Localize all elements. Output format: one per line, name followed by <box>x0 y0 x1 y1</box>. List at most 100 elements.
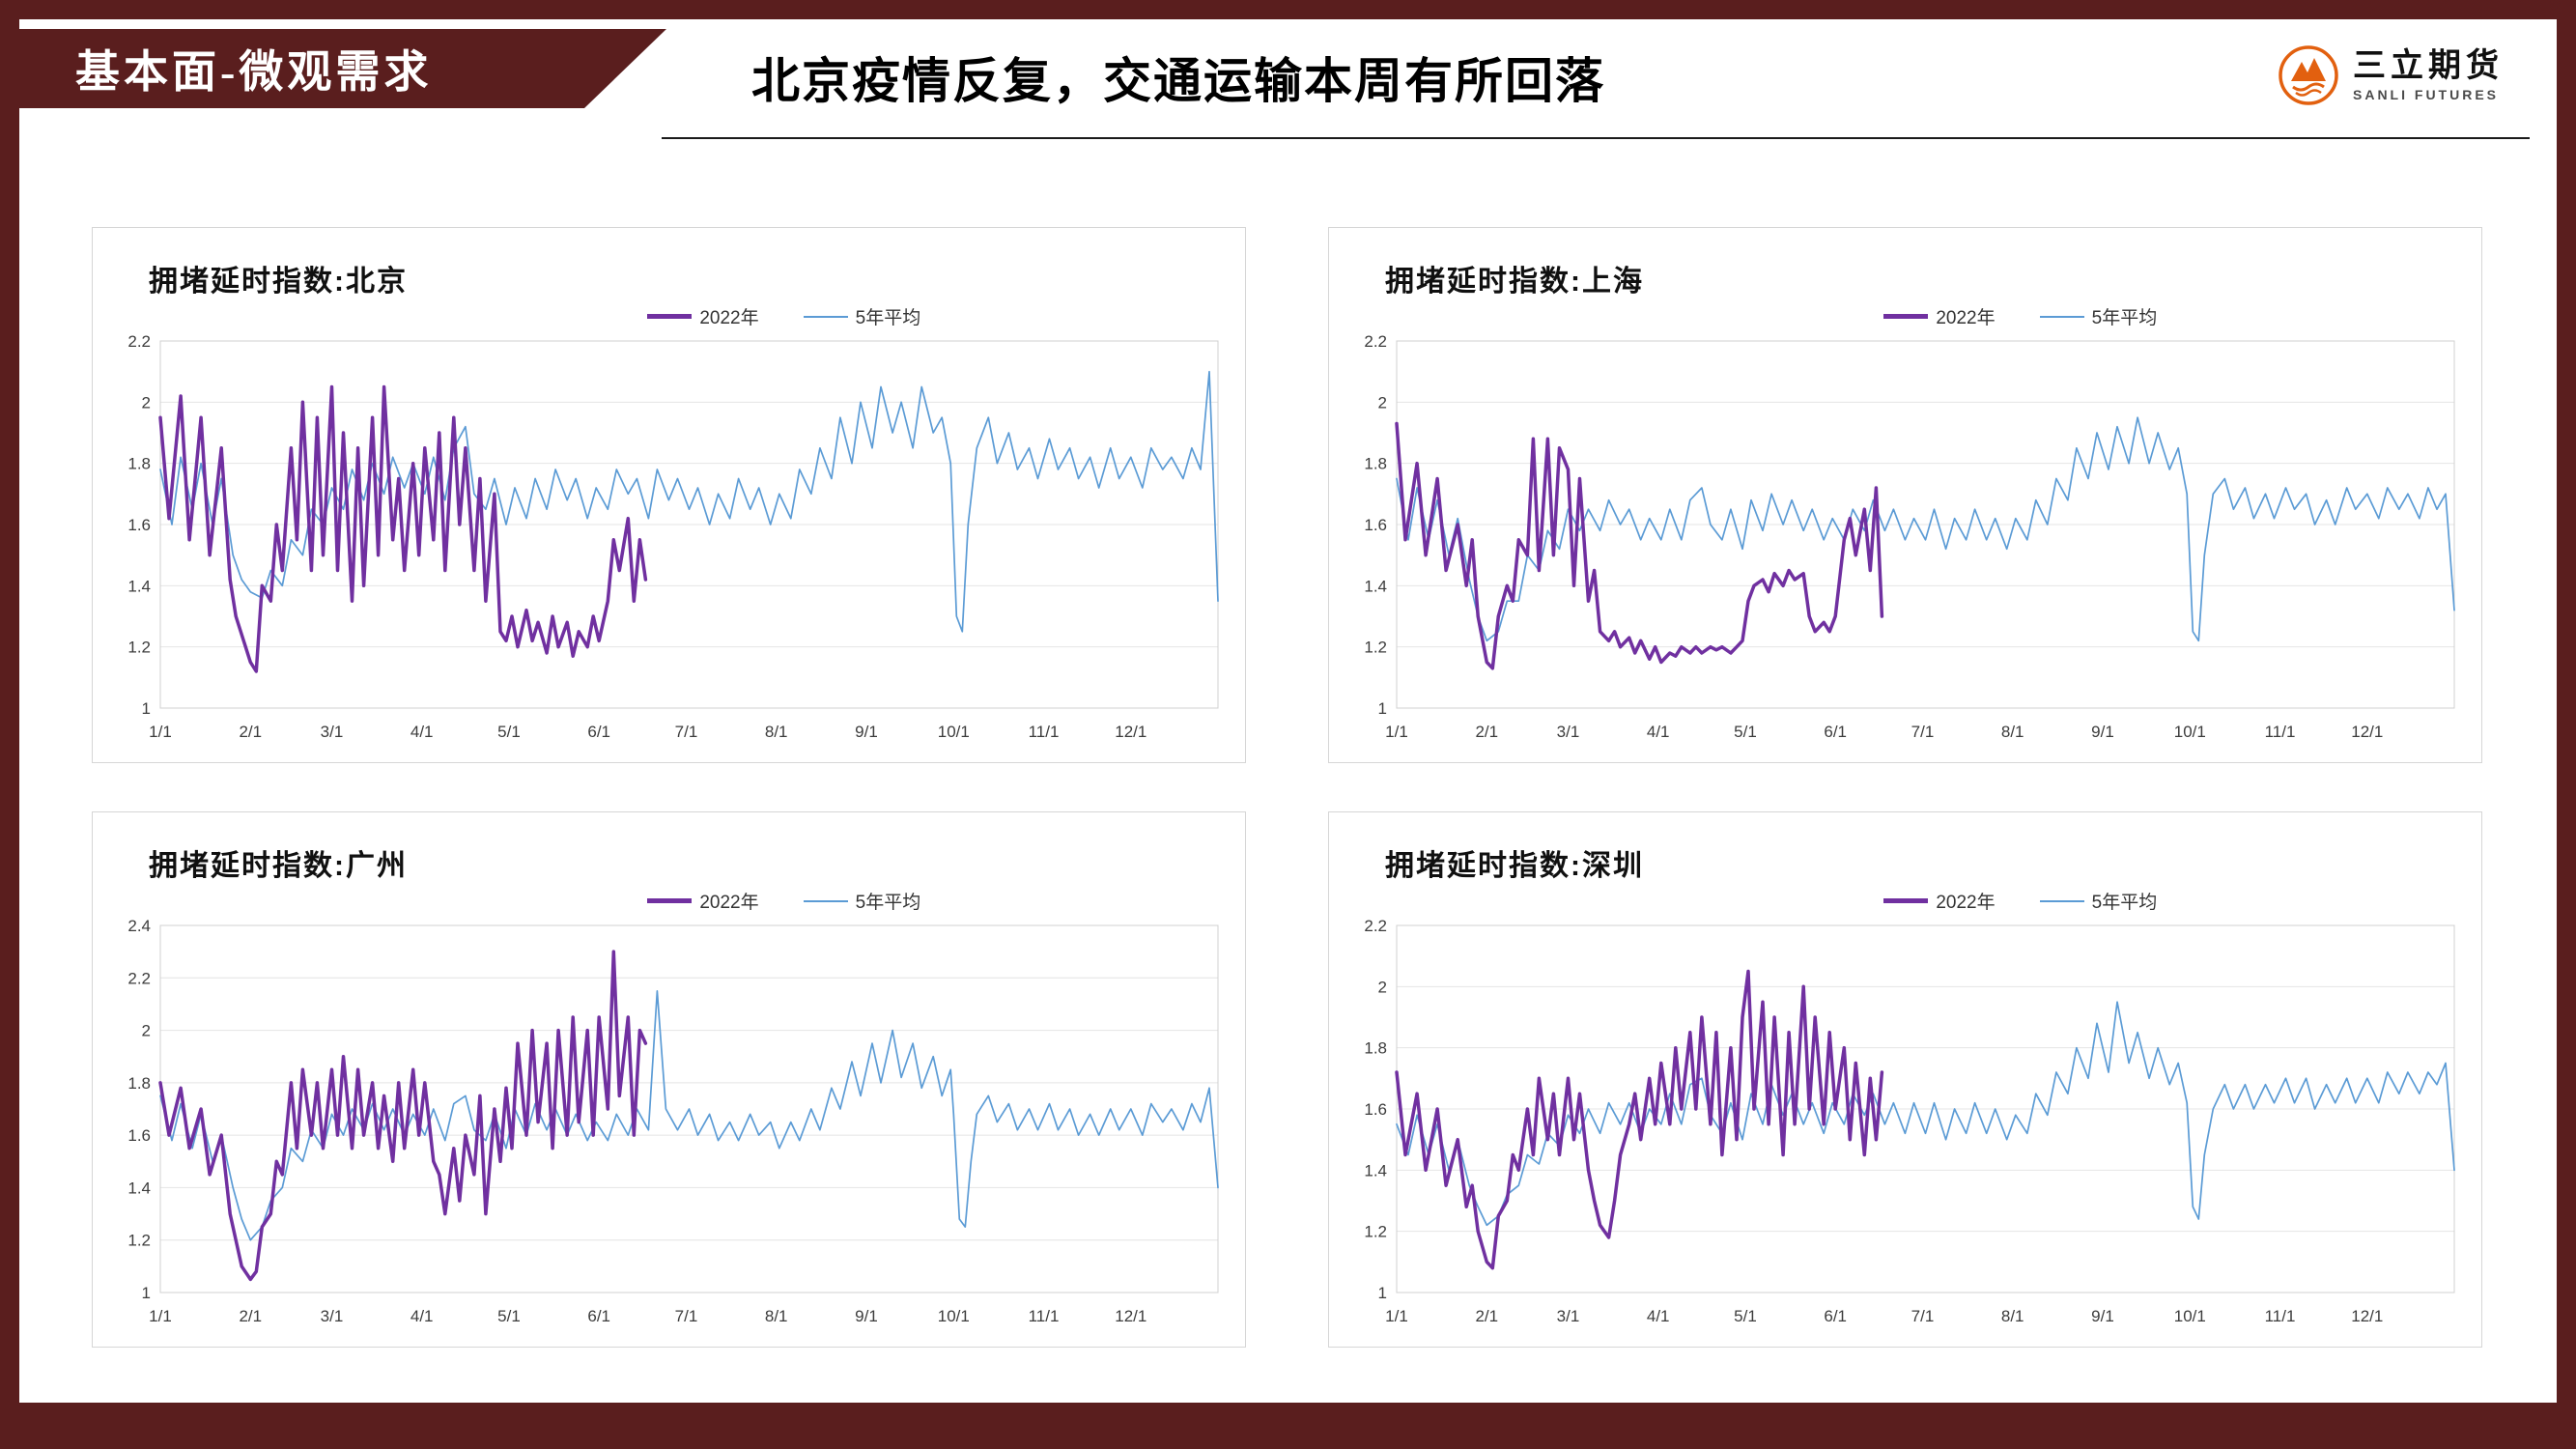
svg-text:6/1: 6/1 <box>587 723 610 741</box>
svg-text:1.2: 1.2 <box>1364 1223 1387 1241</box>
svg-text:10/1: 10/1 <box>2174 1307 2206 1325</box>
svg-text:4/1: 4/1 <box>1647 1307 1670 1325</box>
svg-text:7/1: 7/1 <box>1911 723 1935 741</box>
svg-text:2: 2 <box>142 1022 151 1040</box>
svg-text:12/1: 12/1 <box>2351 723 2383 741</box>
series-5yavg-label: 5年平均 <box>855 308 921 328</box>
svg-text:10/1: 10/1 <box>2174 723 2206 741</box>
svg-text:3/1: 3/1 <box>1557 1307 1580 1325</box>
svg-text:2.2: 2.2 <box>1364 917 1387 935</box>
chart-legend: 2022年 5年平均 <box>324 303 1245 329</box>
series-2022-label: 2022年 <box>1936 893 1996 913</box>
svg-text:6/1: 6/1 <box>587 1307 610 1325</box>
svg-text:5/1: 5/1 <box>497 723 521 741</box>
svg-text:10/1: 10/1 <box>938 723 970 741</box>
svg-text:9/1: 9/1 <box>855 723 878 741</box>
svg-text:2/1: 2/1 <box>1475 1307 1498 1325</box>
svg-text:1.4: 1.4 <box>1364 577 1387 595</box>
chart-svg: 1 1.2 1.4 1.6 1.8 2 2.2 1/1 2/1 3/1 4/1 5/1 6/1 7/1 8/… <box>1364 917 2455 1325</box>
chart-canvas: 1 1.2 1.4 1.6 1.8 2 2.2 1/1 2/1 3/1 4/1 5/1 6/1 7/1 8/… <box>1335 916 2472 1344</box>
svg-text:1.6: 1.6 <box>1364 1100 1387 1119</box>
chart-title: 拥堵延时指数:上海 <box>1385 266 1644 298</box>
svg-text:2/1: 2/1 <box>239 1307 262 1325</box>
svg-text:8/1: 8/1 <box>2001 723 2024 741</box>
svg-text:3/1: 3/1 <box>321 723 344 741</box>
svg-text:1.4: 1.4 <box>127 1179 151 1197</box>
svg-text:1.4: 1.4 <box>127 577 151 595</box>
logo-icon <box>2278 44 2339 106</box>
logo-subtitle: SANLI FUTURES <box>2353 86 2499 102</box>
svg-text:3/1: 3/1 <box>321 1307 344 1325</box>
svg-text:1.8: 1.8 <box>127 455 151 473</box>
svg-text:2.4: 2.4 <box>127 917 151 935</box>
slide-content: 基本面-微观需求 北京疫情反复，交通运输本周有所回落 三立期货 SANLI FU… <box>19 19 2557 1403</box>
chart-legend: 2022年 5年平均 <box>1560 888 2481 914</box>
svg-text:1.6: 1.6 <box>1364 516 1387 534</box>
chart-panel-shanghai: 拥堵延时指数:上海 2022年 5年平均 1 1.2 1.4 1.6 1.8 2 2.2 1/… <box>1328 227 2482 763</box>
svg-text:1.2: 1.2 <box>127 639 151 657</box>
svg-text:2.2: 2.2 <box>127 969 151 987</box>
svg-text:2.2: 2.2 <box>127 332 151 351</box>
svg-text:1: 1 <box>142 1284 151 1302</box>
svg-text:1.8: 1.8 <box>1364 455 1387 473</box>
svg-text:4/1: 4/1 <box>410 1307 434 1325</box>
logo-name: 三立期货 <box>2353 47 2504 85</box>
svg-text:1.8: 1.8 <box>127 1074 151 1093</box>
svg-text:6/1: 6/1 <box>1824 723 1847 741</box>
svg-text:11/1: 11/1 <box>1029 723 1060 741</box>
svg-text:9/1: 9/1 <box>855 1307 878 1325</box>
svg-text:1/1: 1/1 <box>1385 1307 1408 1325</box>
svg-text:11/1: 11/1 <box>2265 723 2296 741</box>
page-title: 北京疫情反复，交通运输本周有所回落 <box>751 54 1605 108</box>
section-banner-label: 基本面-微观需求 <box>75 47 433 97</box>
svg-text:9/1: 9/1 <box>2091 723 2114 741</box>
svg-text:9/1: 9/1 <box>2091 1307 2114 1325</box>
chart-legend: 2022年 5年平均 <box>1560 303 2481 329</box>
svg-text:1.4: 1.4 <box>1364 1161 1387 1179</box>
svg-text:1.6: 1.6 <box>127 516 151 534</box>
chart-canvas: 1 1.2 1.4 1.6 1.8 2 2.2 2.4 1/1 2/1 3/1 4/1 5/1 6/1 7/… <box>99 916 1235 1344</box>
svg-text:1: 1 <box>142 699 151 718</box>
header-divider <box>662 137 2530 139</box>
series-2022-swatch <box>1883 898 1929 903</box>
series-2022-label: 2022年 <box>699 308 759 328</box>
svg-text:3/1: 3/1 <box>1557 723 1580 741</box>
svg-text:6/1: 6/1 <box>1824 1307 1847 1325</box>
svg-text:1/1: 1/1 <box>1385 723 1408 741</box>
chart-title: 拥堵延时指数:广州 <box>149 850 408 882</box>
series-2022-label: 2022年 <box>1936 308 1996 328</box>
svg-text:7/1: 7/1 <box>675 1307 698 1325</box>
series-5yavg-label: 5年平均 <box>855 893 921 913</box>
svg-text:2/1: 2/1 <box>239 723 262 741</box>
svg-text:4/1: 4/1 <box>410 723 434 741</box>
svg-text:5/1: 5/1 <box>497 1307 521 1325</box>
svg-text:2.2: 2.2 <box>1364 332 1387 351</box>
chart-title: 拥堵延时指数:深圳 <box>1385 850 1644 882</box>
chart-title: 拥堵延时指数:北京 <box>149 266 408 298</box>
chart-svg: 1 1.2 1.4 1.6 1.8 2 2.2 1/1 2/1 3/1 4/1 5/1 6/1 7/1 8/… <box>1364 332 2455 741</box>
chart-svg: 1 1.2 1.4 1.6 1.8 2 2.2 2.4 1/1 2/1 3/1 4/1 5/1 6/1 7/… <box>127 917 1219 1325</box>
svg-text:1: 1 <box>1378 1284 1387 1302</box>
svg-text:11/1: 11/1 <box>1029 1307 1060 1325</box>
svg-text:8/1: 8/1 <box>765 723 788 741</box>
svg-text:12/1: 12/1 <box>1115 723 1146 741</box>
svg-text:1/1: 1/1 <box>149 1307 172 1325</box>
series-2022-swatch <box>1883 314 1929 319</box>
chart-panel-guangzhou: 拥堵延时指数:广州 2022年 5年平均 1 1.2 1.4 1.6 1.8 2 2.2 2.… <box>92 811 1246 1348</box>
series-5yavg-label: 5年平均 <box>2091 308 2158 328</box>
svg-text:1: 1 <box>1378 699 1387 718</box>
svg-text:4/1: 4/1 <box>1647 723 1670 741</box>
svg-text:1.8: 1.8 <box>1364 1039 1387 1058</box>
svg-text:12/1: 12/1 <box>2351 1307 2383 1325</box>
series-2022-label: 2022年 <box>699 893 759 913</box>
series-5yavg-swatch <box>803 315 848 318</box>
company-logo: 三立期货 SANLI FUTURES <box>2278 44 2504 106</box>
series-2022-swatch <box>647 314 693 319</box>
series-5yavg-swatch <box>2039 315 2084 318</box>
chart-panel-beijing: 拥堵延时指数:北京 2022年 5年平均 1 1.2 1.4 1.6 1.8 2 2.2 1/… <box>92 227 1246 763</box>
series-5yavg-swatch <box>2039 899 2084 902</box>
svg-text:10/1: 10/1 <box>938 1307 970 1325</box>
svg-text:2: 2 <box>142 393 151 412</box>
svg-text:2: 2 <box>1378 393 1387 412</box>
logo-text: 三立期货 SANLI FUTURES <box>2353 47 2504 102</box>
